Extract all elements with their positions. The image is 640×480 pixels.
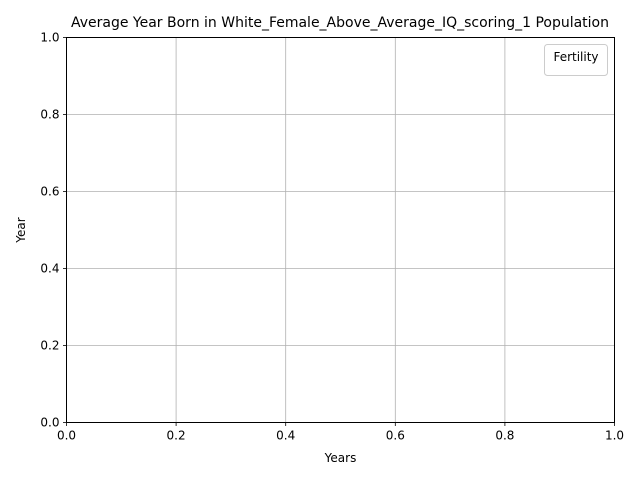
x-tick-label: 0.0 — [57, 429, 76, 443]
x-tick-label: 0.4 — [276, 429, 295, 443]
legend-title: Fertility — [553, 50, 598, 64]
legend-box — [544, 44, 608, 76]
y-tick-label: 1.0 — [40, 31, 59, 45]
y-tick-label: 0.8 — [40, 108, 59, 122]
y-tick-label: 0.0 — [40, 416, 59, 430]
y-tick-label: 0.4 — [40, 262, 59, 276]
y-axis-ticks: 0.0 0.2 0.4 0.6 0.8 1.0 — [40, 31, 67, 430]
x-tick-label: 0.8 — [495, 429, 514, 443]
x-tick-label: 1.0 — [605, 429, 624, 443]
x-axis-label: Years — [324, 451, 357, 465]
x-axis-ticks: 0.0 0.2 0.4 0.6 0.8 1.0 — [57, 422, 624, 443]
y-tick-label: 0.2 — [40, 339, 59, 353]
y-axis-label: Year — [14, 217, 28, 243]
plot-frame — [66, 37, 615, 423]
chart-title: Average Year Born in White_Female_Above_… — [71, 15, 609, 31]
x-tick-label: 0.2 — [167, 429, 186, 443]
legend: Fertility — [544, 44, 608, 76]
x-tick-label: 0.6 — [386, 429, 405, 443]
y-tick-label: 0.6 — [40, 185, 59, 199]
grid-lines — [66, 37, 615, 423]
